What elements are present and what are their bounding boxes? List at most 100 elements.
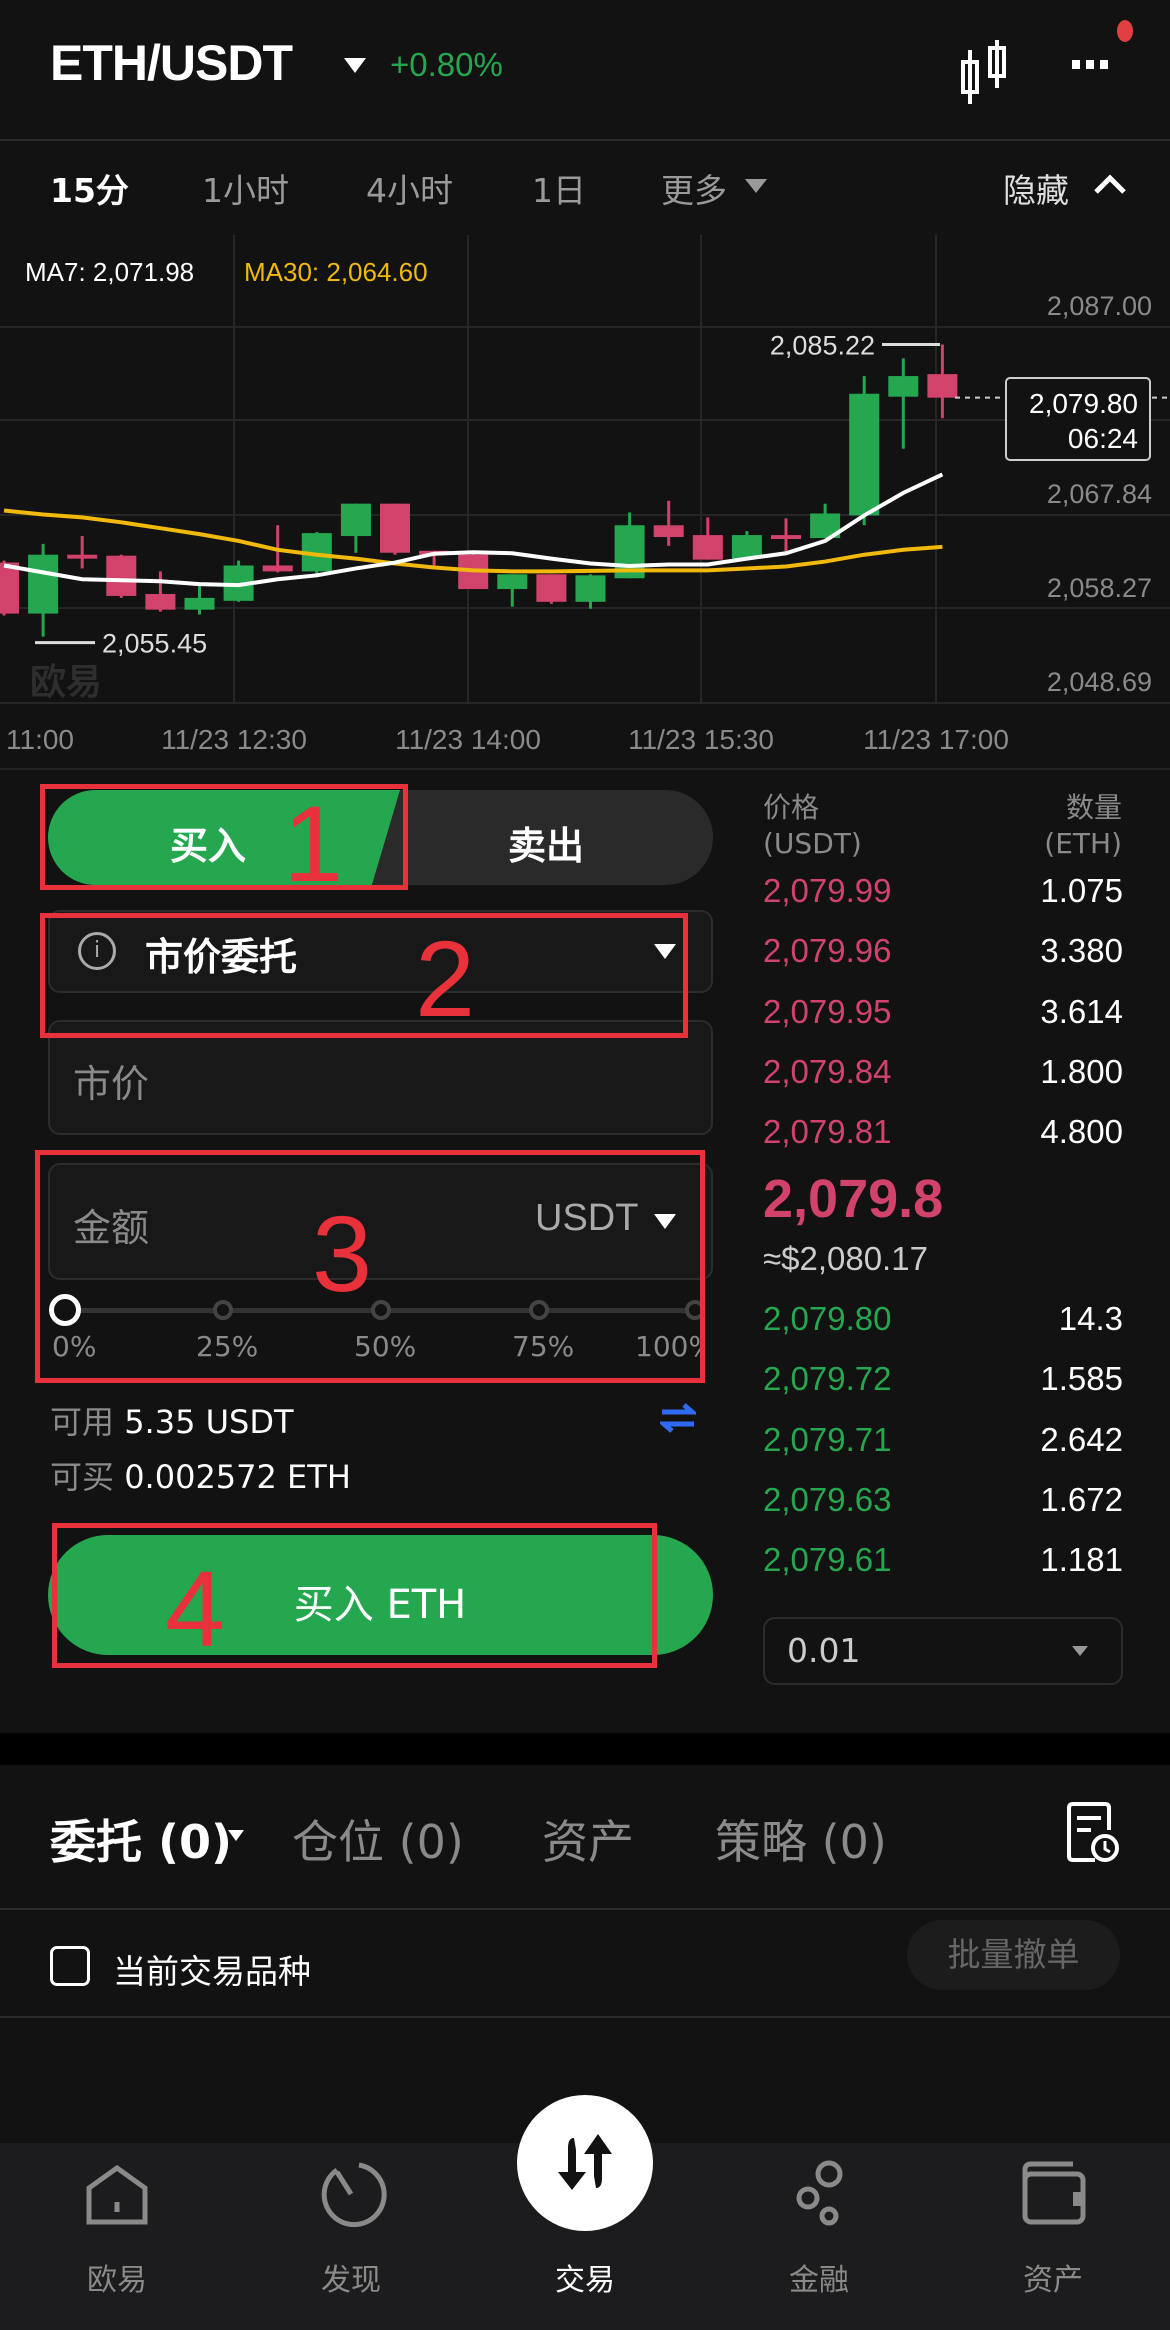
annotation-number-4: 4 bbox=[165, 1548, 226, 1669]
ma7-label: MA7: 2,071.98 bbox=[25, 257, 195, 287]
buy-tab[interactable] bbox=[48, 790, 400, 885]
current-pair-label: 当前交易品种 bbox=[113, 1952, 311, 1991]
ob-price: 2,079.81 bbox=[763, 1113, 892, 1151]
price-change: +0.80% bbox=[390, 46, 503, 83]
chevron-up-icon[interactable] bbox=[1092, 172, 1128, 196]
ob-price: 2,079.84 bbox=[763, 1052, 892, 1090]
available-label: 可用 bbox=[50, 1403, 115, 1441]
mid-price-usd: ≈$2,080.17 bbox=[763, 1240, 928, 1277]
order-history-icon[interactable] bbox=[1065, 1800, 1121, 1866]
slider-stop[interactable] bbox=[49, 1294, 81, 1326]
tab-15m[interactable]: 15分 bbox=[50, 171, 129, 210]
cancel-all-button[interactable]: 批量撤单 bbox=[907, 1920, 1120, 1990]
ob-qty: 3.380 bbox=[1040, 932, 1123, 970]
ob-qty: 2.642 bbox=[1040, 1420, 1123, 1458]
ob-qty-header-label: 数量 bbox=[1065, 791, 1122, 824]
ask-row[interactable]: 2,079.84 1.800 bbox=[763, 1053, 1123, 1097]
nav-okx-label: 欧易 bbox=[87, 2263, 147, 2298]
ob-price: 2,079.63 bbox=[763, 1480, 892, 1518]
slider-mark-0: 0% bbox=[52, 1330, 97, 1363]
slider-stop[interactable] bbox=[529, 1300, 549, 1320]
depth-caret-icon bbox=[1072, 1646, 1088, 1656]
ob-price: 2,079.95 bbox=[763, 992, 892, 1030]
pair-title[interactable]: ETH/USDT bbox=[50, 35, 293, 91]
candle-body bbox=[0, 562, 19, 614]
slider-mark-100: 100% bbox=[635, 1330, 705, 1363]
ob-qty: 1.585 bbox=[1040, 1360, 1123, 1398]
ob-qty-header: 数量 (ETH) bbox=[1044, 790, 1122, 862]
candle-body bbox=[28, 554, 59, 614]
mid-price: 2,079.8 bbox=[763, 1169, 944, 1229]
hide-chart-button[interactable]: 隐藏 bbox=[1003, 171, 1069, 210]
tab-1d[interactable]: 1日 bbox=[532, 171, 586, 210]
nav-discover-label: 发现 bbox=[321, 2263, 381, 2298]
ask-row[interactable]: 2,079.81 4.800 bbox=[763, 1113, 1123, 1157]
y-tick-label: 2,067.84 bbox=[1047, 479, 1152, 509]
okx-watermark: 欧易 bbox=[30, 664, 102, 702]
sell-tab[interactable]: 卖出 bbox=[508, 824, 585, 868]
candle-body bbox=[145, 593, 176, 610]
tab-positions[interactable]: 仓位 (0) bbox=[292, 1815, 464, 1869]
candle-body bbox=[497, 574, 528, 590]
trade-swap-icon bbox=[558, 2134, 612, 2190]
bid-row[interactable]: 2,079.63 1.672 bbox=[763, 1481, 1123, 1525]
swap-icon[interactable] bbox=[660, 1403, 696, 1433]
tab-assets[interactable]: 资产 bbox=[542, 1815, 634, 1869]
annotation-number-1: 1 bbox=[283, 783, 344, 904]
tab-more[interactable]: 更多 bbox=[661, 171, 727, 210]
trade-fab[interactable] bbox=[517, 2095, 653, 2231]
candle-body bbox=[653, 525, 684, 538]
candlestick-icon[interactable] bbox=[955, 38, 1015, 108]
depth-select[interactable] bbox=[763, 1617, 1123, 1685]
ask-row[interactable]: 2,079.96 3.380 bbox=[763, 932, 1123, 976]
amount-placeholder: 金额 bbox=[73, 1206, 150, 1250]
ma30-label: MA30: 2,064.60 bbox=[244, 257, 428, 287]
watermark-text: 欧易 bbox=[30, 662, 103, 703]
ob-price: 2,079.72 bbox=[763, 1360, 892, 1398]
bid-row[interactable]: 2,079.72 1.585 bbox=[763, 1360, 1123, 1404]
candle-body bbox=[67, 554, 98, 559]
amount-unit-select[interactable]: USDT bbox=[535, 1197, 639, 1239]
max-buy-label: 可买 bbox=[50, 1458, 115, 1496]
tab-4h[interactable]: 4小时 bbox=[366, 171, 453, 210]
kline-chart[interactable]: 2,087.00 2,067.84 2,058.27 2,048.69 11:00 11/… bbox=[0, 235, 1170, 770]
annotation-number-3: 3 bbox=[312, 1193, 373, 1314]
candle-body bbox=[888, 376, 919, 397]
tab-orders[interactable]: 委托 (0) bbox=[50, 1815, 233, 1869]
max-buy-value: 0.002572 ETH bbox=[124, 1458, 351, 1496]
slider-stop[interactable] bbox=[371, 1300, 391, 1320]
ob-qty: 14.3 bbox=[1058, 1300, 1123, 1337]
home-icon bbox=[86, 2164, 148, 2225]
tab-strategies[interactable]: 策略 (0) bbox=[715, 1815, 887, 1869]
ask-row[interactable]: 2,079.99 1.075 bbox=[763, 872, 1123, 916]
current-pair-checkbox[interactable] bbox=[50, 1946, 90, 1986]
ask-row[interactable]: 2,079.95 3.614 bbox=[763, 993, 1123, 1037]
amount-input[interactable] bbox=[48, 1163, 713, 1280]
bid-row[interactable]: 2,079.80 14.3 bbox=[763, 1300, 1123, 1344]
price-field-placeholder: 市价 bbox=[73, 1062, 150, 1106]
order-type-select[interactable] bbox=[48, 910, 713, 993]
ob-price-unit: (USDT) bbox=[763, 827, 862, 860]
last-price-box bbox=[1005, 377, 1151, 461]
candle-body bbox=[106, 555, 137, 596]
pair-dropdown-icon[interactable] bbox=[344, 58, 366, 73]
nav-trade-label: 交易 bbox=[555, 2263, 615, 2298]
nav-assets[interactable]: 资产 bbox=[973, 2160, 1133, 2298]
nav-discover[interactable]: 发现 bbox=[271, 2160, 431, 2298]
more-icon[interactable] bbox=[1072, 60, 1108, 69]
bid-row[interactable]: 2,079.71 2.642 bbox=[763, 1421, 1123, 1465]
bid-row[interactable]: 2,079.61 1.181 bbox=[763, 1541, 1123, 1585]
info-icon[interactable]: i bbox=[78, 932, 116, 970]
slider-mark-75: 75% bbox=[512, 1330, 575, 1363]
buy-eth-button-label: 买入 ETH bbox=[293, 1582, 467, 1628]
nav-finance[interactable]: 金融 bbox=[739, 2160, 899, 2298]
tab-1h[interactable]: 1小时 bbox=[202, 171, 289, 210]
low-price-label: 2,055.45 bbox=[102, 629, 207, 659]
slider-stop[interactable] bbox=[213, 1300, 233, 1320]
nav-okx[interactable]: 欧易 bbox=[37, 2160, 197, 2298]
buy-eth-button[interactable] bbox=[48, 1535, 713, 1655]
annotation-number-2: 2 bbox=[415, 918, 476, 1039]
ob-qty: 1.075 bbox=[1040, 872, 1123, 909]
annotation-box-1 bbox=[40, 784, 408, 890]
x-tick-label: 11/23 12:30 bbox=[161, 724, 307, 755]
